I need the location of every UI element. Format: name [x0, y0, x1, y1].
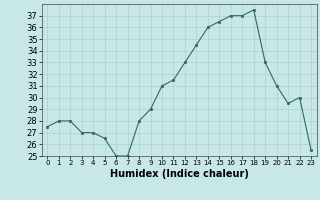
X-axis label: Humidex (Indice chaleur): Humidex (Indice chaleur) [110, 169, 249, 179]
